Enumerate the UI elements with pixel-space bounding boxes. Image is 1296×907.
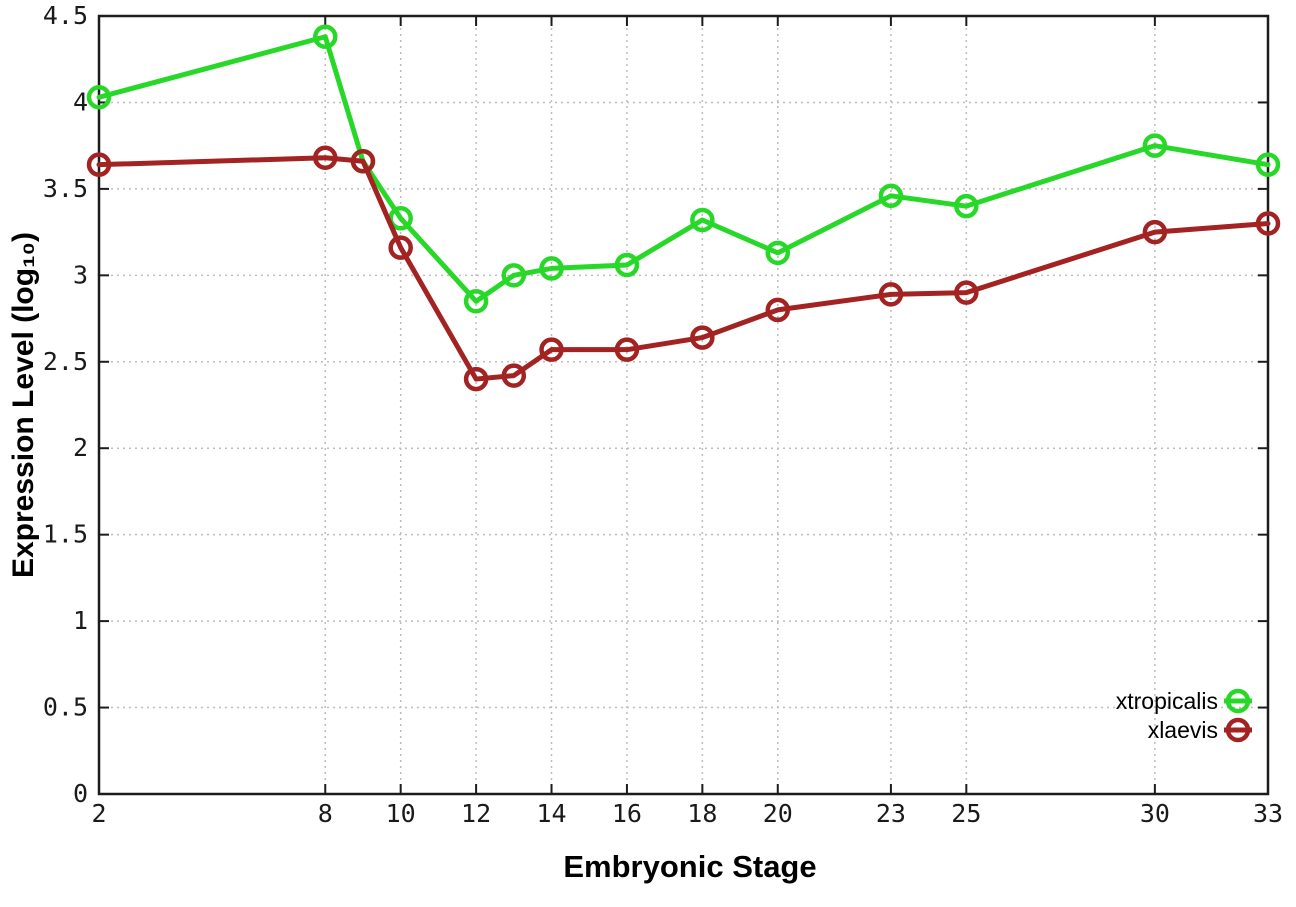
y-tick-label: 3.5	[43, 174, 88, 203]
y-axis-title: Expression Level (log₁₀)	[7, 231, 40, 579]
data-point-xlaevis-stage-2	[86, 152, 112, 177]
y-tick-label: 0.5	[43, 693, 88, 722]
data-point-xlaevis-stage-14	[539, 337, 564, 362]
data-point-xtropicalis-stage-25	[954, 193, 979, 219]
legend-item-xlaevis: xlaevis	[1148, 717, 1252, 743]
gridlines	[98, 15, 1269, 795]
y-tick-label: 1	[73, 606, 88, 635]
legend-item-xtropicalis: xtropicalis	[1116, 688, 1252, 714]
y-tick-label: 4.5	[43, 1, 88, 30]
data-point-xtropicalis-stage-18	[690, 207, 715, 233]
x-tick-labels: 2 8 10 12 14 16 18 20 23 25 30 33	[91, 799, 1283, 828]
y-tick-label: 1.5	[43, 520, 88, 549]
x-tick-label: 12	[461, 799, 491, 828]
data-point-xtropicalis-stage-8	[313, 24, 338, 49]
data-point-xtropicalis-stage-30	[1142, 133, 1168, 158]
series-line-xlaevis	[96, 155, 1271, 382]
data-point-xlaevis-stage-9	[350, 148, 376, 174]
series-xlaevis	[86, 145, 1281, 392]
data-point-xtropicalis-stage-13	[501, 263, 527, 288]
legend: xtropicalis xlaevis	[1116, 688, 1252, 743]
x-tick-label: 33	[1253, 799, 1283, 828]
y-tick-label: 3	[73, 260, 88, 289]
data-point-xtropicalis-stage-20	[765, 240, 791, 266]
legend-marker-xtropicalis	[1225, 688, 1251, 714]
data-point-xtropicalis-stage-10	[388, 206, 413, 231]
x-axis-title: Embryonic Stage	[563, 849, 817, 884]
x-tick-label: 10	[386, 799, 416, 828]
data-point-xtropicalis-stage-16	[614, 252, 640, 278]
y-tick-label: 2.5	[43, 347, 88, 376]
data-point-xtropicalis-stage-2	[86, 85, 112, 110]
data-point-xlaevis-stage-18	[690, 325, 715, 350]
data-point-xtropicalis-stage-14	[539, 256, 564, 281]
data-point-xlaevis-stage-16	[614, 337, 640, 362]
series-xtropicalis	[86, 24, 1281, 314]
x-tick-label: 16	[612, 799, 642, 828]
data-point-xlaevis-stage-33	[1255, 211, 1281, 236]
x-tick-label: 25	[951, 799, 981, 828]
data-point-xlaevis-stage-25	[954, 280, 979, 305]
data-point-xlaevis-stage-20	[765, 297, 791, 323]
data-point-xlaevis-stage-8	[313, 145, 338, 171]
plot-border	[97, 14, 1270, 796]
data-point-xlaevis-stage-13	[501, 363, 527, 388]
series-line-xtropicalis	[96, 34, 1271, 304]
tick-marks	[98, 15, 1269, 795]
data-point-xtropicalis-stage-33	[1255, 152, 1281, 177]
y-tick-label: 0	[73, 779, 88, 808]
x-tick-label: 8	[318, 799, 333, 828]
y-tick-label: 2	[73, 433, 88, 462]
x-tick-label: 30	[1140, 799, 1170, 828]
data-point-xlaevis-stage-10	[388, 235, 413, 260]
x-tick-label: 14	[536, 799, 566, 828]
x-tick-label: 2	[91, 799, 106, 828]
y-tick-labels: 0 0.5 1 1.5 2 2.5 3 3.5 4 4.5	[43, 1, 88, 808]
x-tick-label: 18	[687, 799, 717, 828]
legend-marker-xlaevis	[1225, 717, 1251, 743]
x-tick-label: 20	[763, 799, 793, 828]
x-tick-label: 23	[876, 799, 906, 828]
data-point-xlaevis-stage-12	[463, 366, 489, 392]
y-tick-label: 4	[73, 87, 88, 116]
data-point-xtropicalis-stage-12	[463, 289, 489, 314]
data-point-xlaevis-stage-23	[878, 282, 904, 307]
legend-label-xtropicalis: xtropicalis	[1116, 688, 1218, 714]
legend-label-xlaevis: xlaevis	[1148, 717, 1218, 743]
data-point-xtropicalis-stage-23	[878, 183, 904, 209]
data-point-xlaevis-stage-30	[1142, 219, 1168, 245]
